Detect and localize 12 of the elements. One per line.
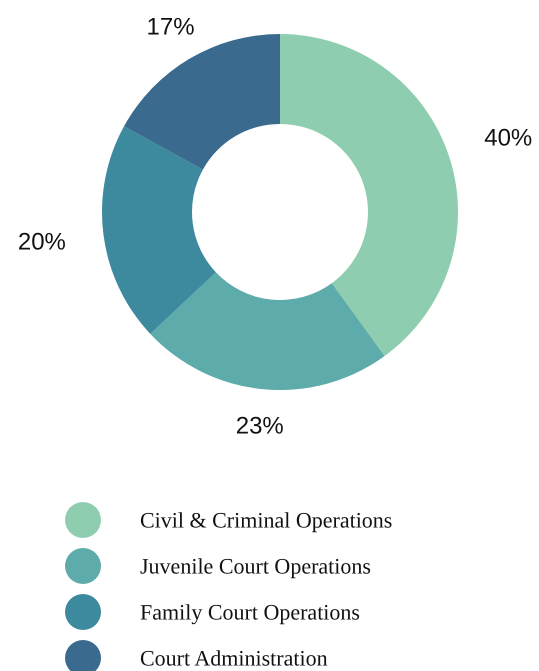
legend-label: Juvenile Court Operations: [140, 554, 371, 578]
data-label: 23%: [236, 412, 284, 440]
donut-slice: [150, 272, 385, 390]
legend-label: Civil & Criminal Operations: [140, 508, 392, 532]
donut-slice: [280, 34, 458, 356]
data-label: 40%: [484, 124, 532, 152]
data-label: 20%: [18, 228, 66, 256]
legend-label: Court Administration: [140, 646, 328, 670]
donut-slice: [102, 126, 216, 334]
donut-slice: [124, 34, 280, 170]
data-label: 17%: [146, 13, 195, 40]
legend-label: Family Court Operations: [140, 600, 360, 624]
